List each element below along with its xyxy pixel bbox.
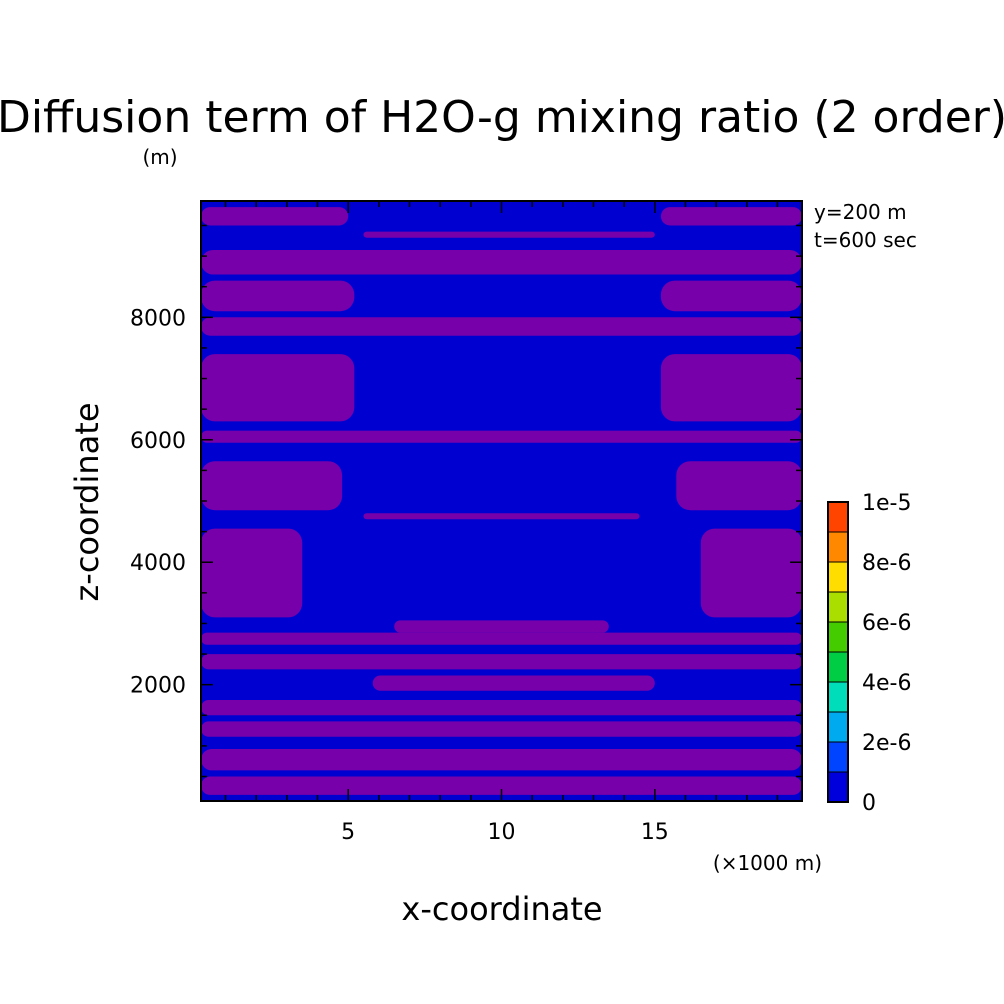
colorbar-swatch-4 bbox=[827, 651, 849, 683]
colorbar bbox=[827, 501, 849, 803]
plot-frame bbox=[200, 200, 803, 802]
colorbar-tick-label: 6e-6 bbox=[862, 611, 911, 636]
contour-band-20 bbox=[201, 721, 802, 737]
contour-band-4 bbox=[201, 280, 355, 312]
y-axis-label: z-coordinate bbox=[68, 402, 106, 601]
contour-bands bbox=[201, 207, 802, 795]
contour-band-21 bbox=[201, 749, 802, 771]
colorbar-swatch-0 bbox=[827, 771, 849, 803]
chart-title: Diffusion term of H2O-g mixing ratio (2 … bbox=[0, 92, 1004, 143]
contour-band-3 bbox=[201, 250, 802, 275]
colorbar-swatch-1 bbox=[827, 741, 849, 773]
annotation-y: y=200 m bbox=[814, 200, 907, 224]
colorbar-frame bbox=[827, 501, 849, 803]
colorbar-tick-label: 0 bbox=[862, 791, 876, 816]
plot-area bbox=[200, 200, 803, 802]
contour-band-0 bbox=[201, 207, 349, 226]
y-unit-label: (m) bbox=[142, 145, 177, 169]
contour-band-1 bbox=[660, 207, 802, 226]
colorbar-swatch-8 bbox=[827, 531, 849, 563]
y-tick-label: 8000 bbox=[130, 306, 186, 331]
contour-band-14 bbox=[700, 528, 802, 618]
colorbar-tick-label: 1e-5 bbox=[862, 491, 911, 516]
y-tick-label: 4000 bbox=[130, 551, 186, 576]
colorbar-tick-label: 4e-6 bbox=[862, 671, 911, 696]
y-tick-label: 6000 bbox=[130, 429, 186, 454]
colorbar-swatch-2 bbox=[827, 711, 849, 743]
y-tick-label: 2000 bbox=[130, 674, 186, 699]
x-tick-label: 5 bbox=[341, 820, 355, 845]
contour-band-11 bbox=[676, 461, 802, 511]
y-tick-labels: 2000 4000 6000 8000 bbox=[130, 306, 186, 698]
x-tick-label: 15 bbox=[641, 820, 669, 845]
contour-band-17 bbox=[201, 654, 802, 670]
contour-band-22 bbox=[201, 776, 802, 795]
x-tick-label: 10 bbox=[488, 820, 516, 845]
colorbar-swatch-7 bbox=[827, 561, 849, 593]
x-tick-labels: 5 10 15 bbox=[341, 820, 669, 845]
contour-band-15 bbox=[394, 620, 609, 633]
contour-band-19 bbox=[201, 700, 802, 716]
x-axis-label: x-coordinate bbox=[401, 890, 602, 928]
contour-band-6 bbox=[201, 317, 802, 336]
colorbar-swatch-6 bbox=[827, 591, 849, 623]
colorbar-tick-label: 2e-6 bbox=[862, 731, 911, 756]
colorbar-swatch-9 bbox=[827, 501, 849, 533]
x-unit-label: (×1000 m) bbox=[713, 851, 822, 875]
contour-band-18 bbox=[372, 675, 655, 691]
annotation-t: t=600 sec bbox=[814, 228, 917, 252]
colorbar-swatch-3 bbox=[827, 681, 849, 713]
contour-band-8 bbox=[660, 354, 802, 422]
contour-band-5 bbox=[660, 280, 802, 312]
contour-band-10 bbox=[201, 461, 343, 511]
colorbar-labels: 0 2e-6 4e-6 6e-6 8e-6 1e-5 bbox=[862, 491, 911, 816]
contour-band-2 bbox=[363, 231, 655, 238]
contour-band-16 bbox=[201, 632, 802, 645]
colorbar-swatch-5 bbox=[827, 621, 849, 653]
contour-band-7 bbox=[201, 354, 355, 422]
colorbar-tick-label: 8e-6 bbox=[862, 551, 911, 576]
contour-band-13 bbox=[201, 528, 303, 618]
contour-band-9 bbox=[201, 430, 802, 443]
contour-band-12 bbox=[363, 513, 640, 520]
